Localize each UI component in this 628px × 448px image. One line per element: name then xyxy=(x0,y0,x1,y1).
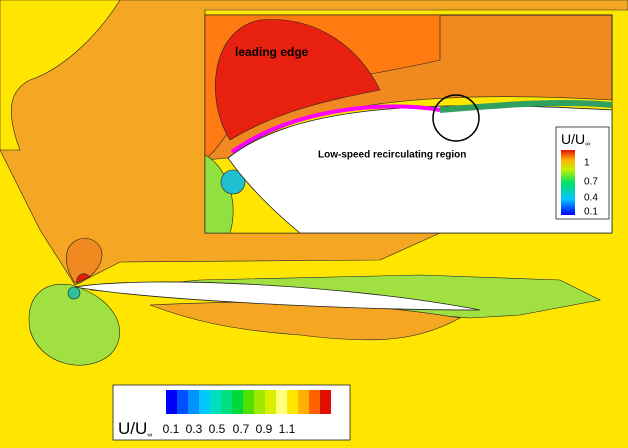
airfoil xyxy=(74,281,481,311)
field-stagnation xyxy=(76,273,91,284)
legend-title-main: U/U xyxy=(561,131,585,147)
inset-shear-layer xyxy=(439,99,613,113)
inset-red-lobe xyxy=(215,19,381,141)
legend-label: 0.7 xyxy=(233,422,250,436)
legend-label: 1.1 xyxy=(279,422,296,436)
legend-title-main: U/U xyxy=(118,419,147,438)
legend: U/U∞ 0.1 0.3 0.5 0.7 0.9 1.1 xyxy=(112,384,351,441)
inset-magenta-layer xyxy=(230,104,441,154)
field-cyan-spot xyxy=(67,286,81,300)
legend-title: U/U∞ xyxy=(118,419,152,438)
inset-cyan xyxy=(220,169,246,195)
legend-title-sub: ∞ xyxy=(147,432,152,439)
legend-label: 0.9 xyxy=(256,422,273,436)
inset-colorbar xyxy=(561,150,575,215)
legend-label: 0.4 xyxy=(584,193,598,204)
recirculation-circle xyxy=(432,94,480,142)
legend-title-sub: ∞ xyxy=(585,141,590,148)
field-leading-orange xyxy=(66,237,103,284)
legend-label: 0.7 xyxy=(584,177,598,188)
annotation: leading edge xyxy=(235,45,309,59)
legend-label: 0.5 xyxy=(209,422,226,436)
field-green-bubble xyxy=(28,283,120,366)
inset-legend: U/U∞ 1 0.7 0.4 0.1 xyxy=(555,126,610,220)
annotation: Low-speed recirculating region xyxy=(318,150,466,161)
legend-label: 0.3 xyxy=(186,422,203,436)
legend-label: 1 xyxy=(584,158,590,169)
inset: leading edge Low-speed recirculating reg… xyxy=(204,14,613,234)
legend-label: 0.1 xyxy=(584,207,598,218)
legend-label: 0.1 xyxy=(163,422,180,436)
field-yellow-top xyxy=(0,0,121,151)
field-orange xyxy=(0,0,628,286)
legend-title: U/U∞ xyxy=(561,131,590,148)
colorbar xyxy=(166,390,331,414)
